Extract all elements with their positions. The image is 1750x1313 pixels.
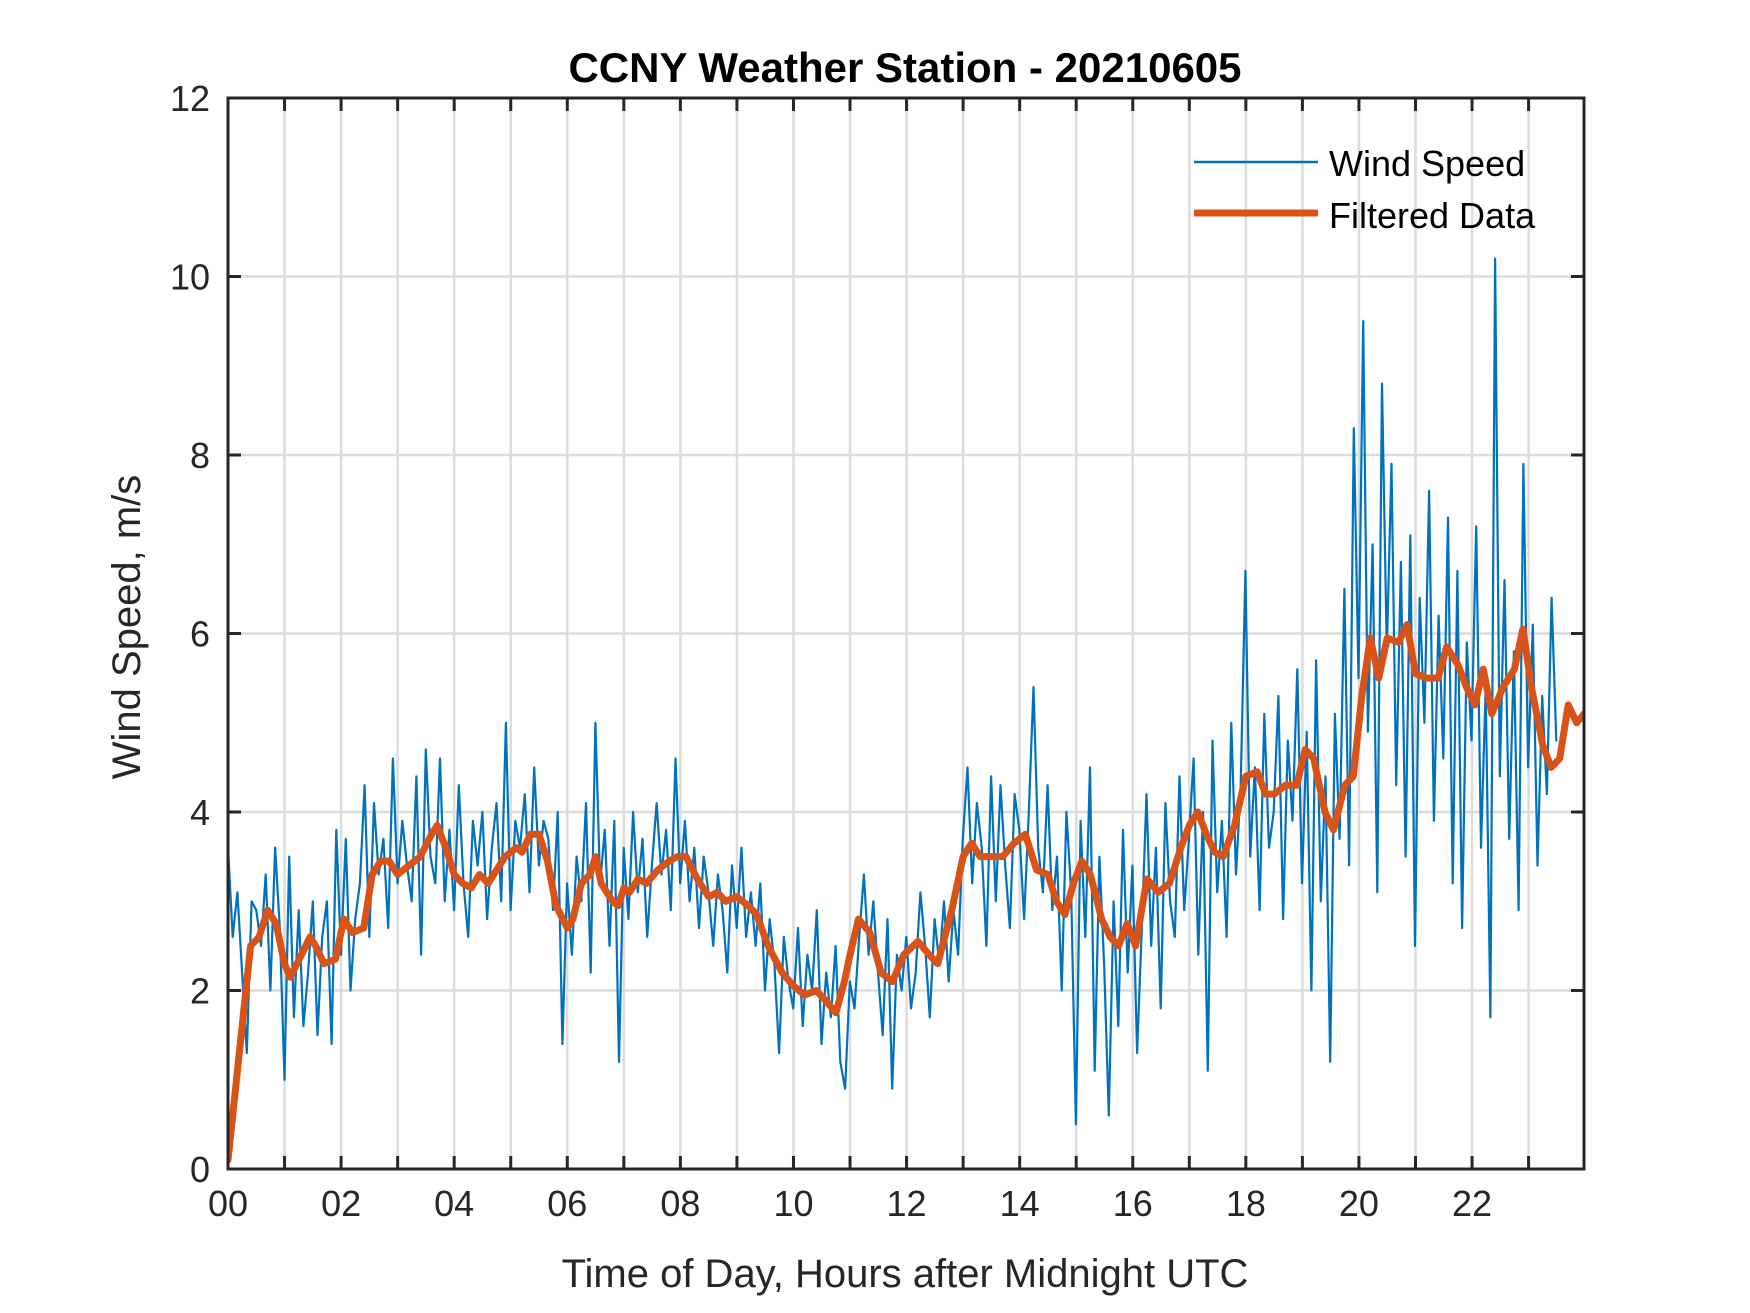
x-tick-label: 12 xyxy=(887,1183,927,1224)
y-axis-label: Wind Speed, m/s xyxy=(105,475,149,780)
plot-area xyxy=(226,96,1586,1171)
series-layer xyxy=(228,257,1584,1164)
x-tick-label: 02 xyxy=(321,1183,361,1224)
axes-box xyxy=(226,96,1586,1171)
x-tick-label: 22 xyxy=(1452,1183,1492,1224)
y-tick-label: 0 xyxy=(190,1149,210,1190)
legend-label-wind-speed: Wind Speed xyxy=(1329,143,1525,184)
x-tick-label: 10 xyxy=(773,1183,813,1224)
x-tick-label: 00 xyxy=(208,1183,248,1224)
x-tick-labels: 00 02 04 06 08 10 12 14 16 18 20 22 xyxy=(208,1183,1492,1224)
x-tick-label: 08 xyxy=(660,1183,700,1224)
legend-label-filtered-data: Filtered Data xyxy=(1329,195,1536,236)
series-line-wind-speed xyxy=(228,257,1558,1126)
x-tick-label: 04 xyxy=(434,1183,474,1224)
y-tick-labels: 0 2 4 6 8 10 12 xyxy=(170,78,210,1190)
y-tick-label: 6 xyxy=(190,614,210,655)
grid xyxy=(228,98,1584,1169)
y-tick-label: 8 xyxy=(190,435,210,476)
chart-title: CCNY Weather Station - 20210605 xyxy=(568,44,1241,91)
series-line-filtered-data xyxy=(228,621,1584,1164)
x-tick-label: 18 xyxy=(1226,1183,1266,1224)
x-tick-label: 16 xyxy=(1113,1183,1153,1224)
y-tick-label: 12 xyxy=(170,78,210,119)
x-axis-label: Time of Day, Hours after Midnight UTC xyxy=(562,1252,1249,1296)
x-tick-label: 20 xyxy=(1339,1183,1379,1224)
x-tick-label: 06 xyxy=(547,1183,587,1224)
y-tick-label: 2 xyxy=(190,971,210,1012)
x-tick-label: 14 xyxy=(1000,1183,1040,1224)
legend: Wind Speed Filtered Data xyxy=(1194,143,1536,236)
y-tick-label: 4 xyxy=(190,792,210,833)
y-tick-label: 10 xyxy=(170,257,210,298)
